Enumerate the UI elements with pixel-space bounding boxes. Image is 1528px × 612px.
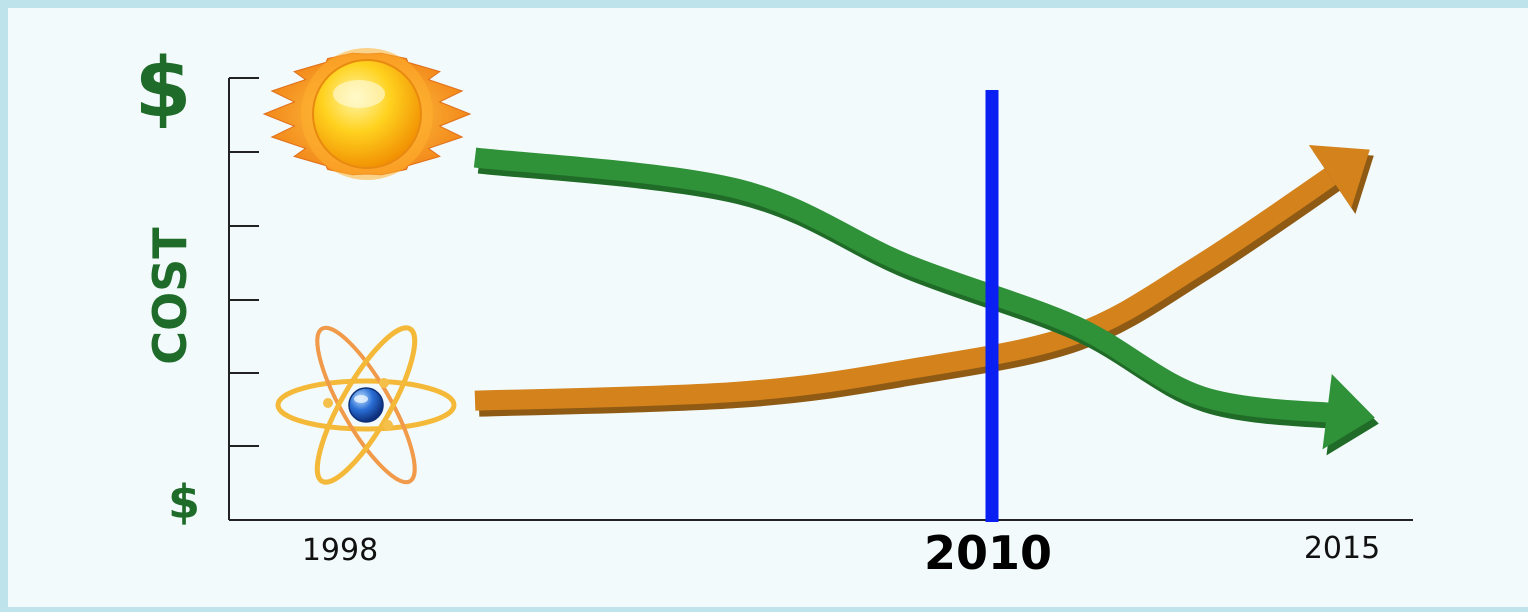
y-bottom-label: $ (168, 475, 200, 529)
y-ticks (229, 77, 259, 447)
y-axis-label: COST (143, 227, 197, 365)
solar-cost-arrow-head (1322, 374, 1375, 450)
nuclear-cost-arrow-head (1308, 145, 1370, 208)
series-layer (473, 145, 1379, 456)
solar-cost-arrow (473, 147, 1379, 456)
y-top-label: $ (134, 41, 191, 136)
sun-icon (262, 48, 472, 180)
solar-cost-arrow-line (473, 147, 1347, 424)
x-tick-label-1998: 1998 (302, 533, 378, 568)
atom-icon (275, 325, 457, 485)
x-tick-label-2010: 2010 (924, 526, 1052, 580)
nuclear-cost-arrow-line (474, 158, 1351, 411)
nuclear-cost-arrow (474, 145, 1374, 417)
x-tick-label-2015: 2015 (1304, 531, 1380, 566)
